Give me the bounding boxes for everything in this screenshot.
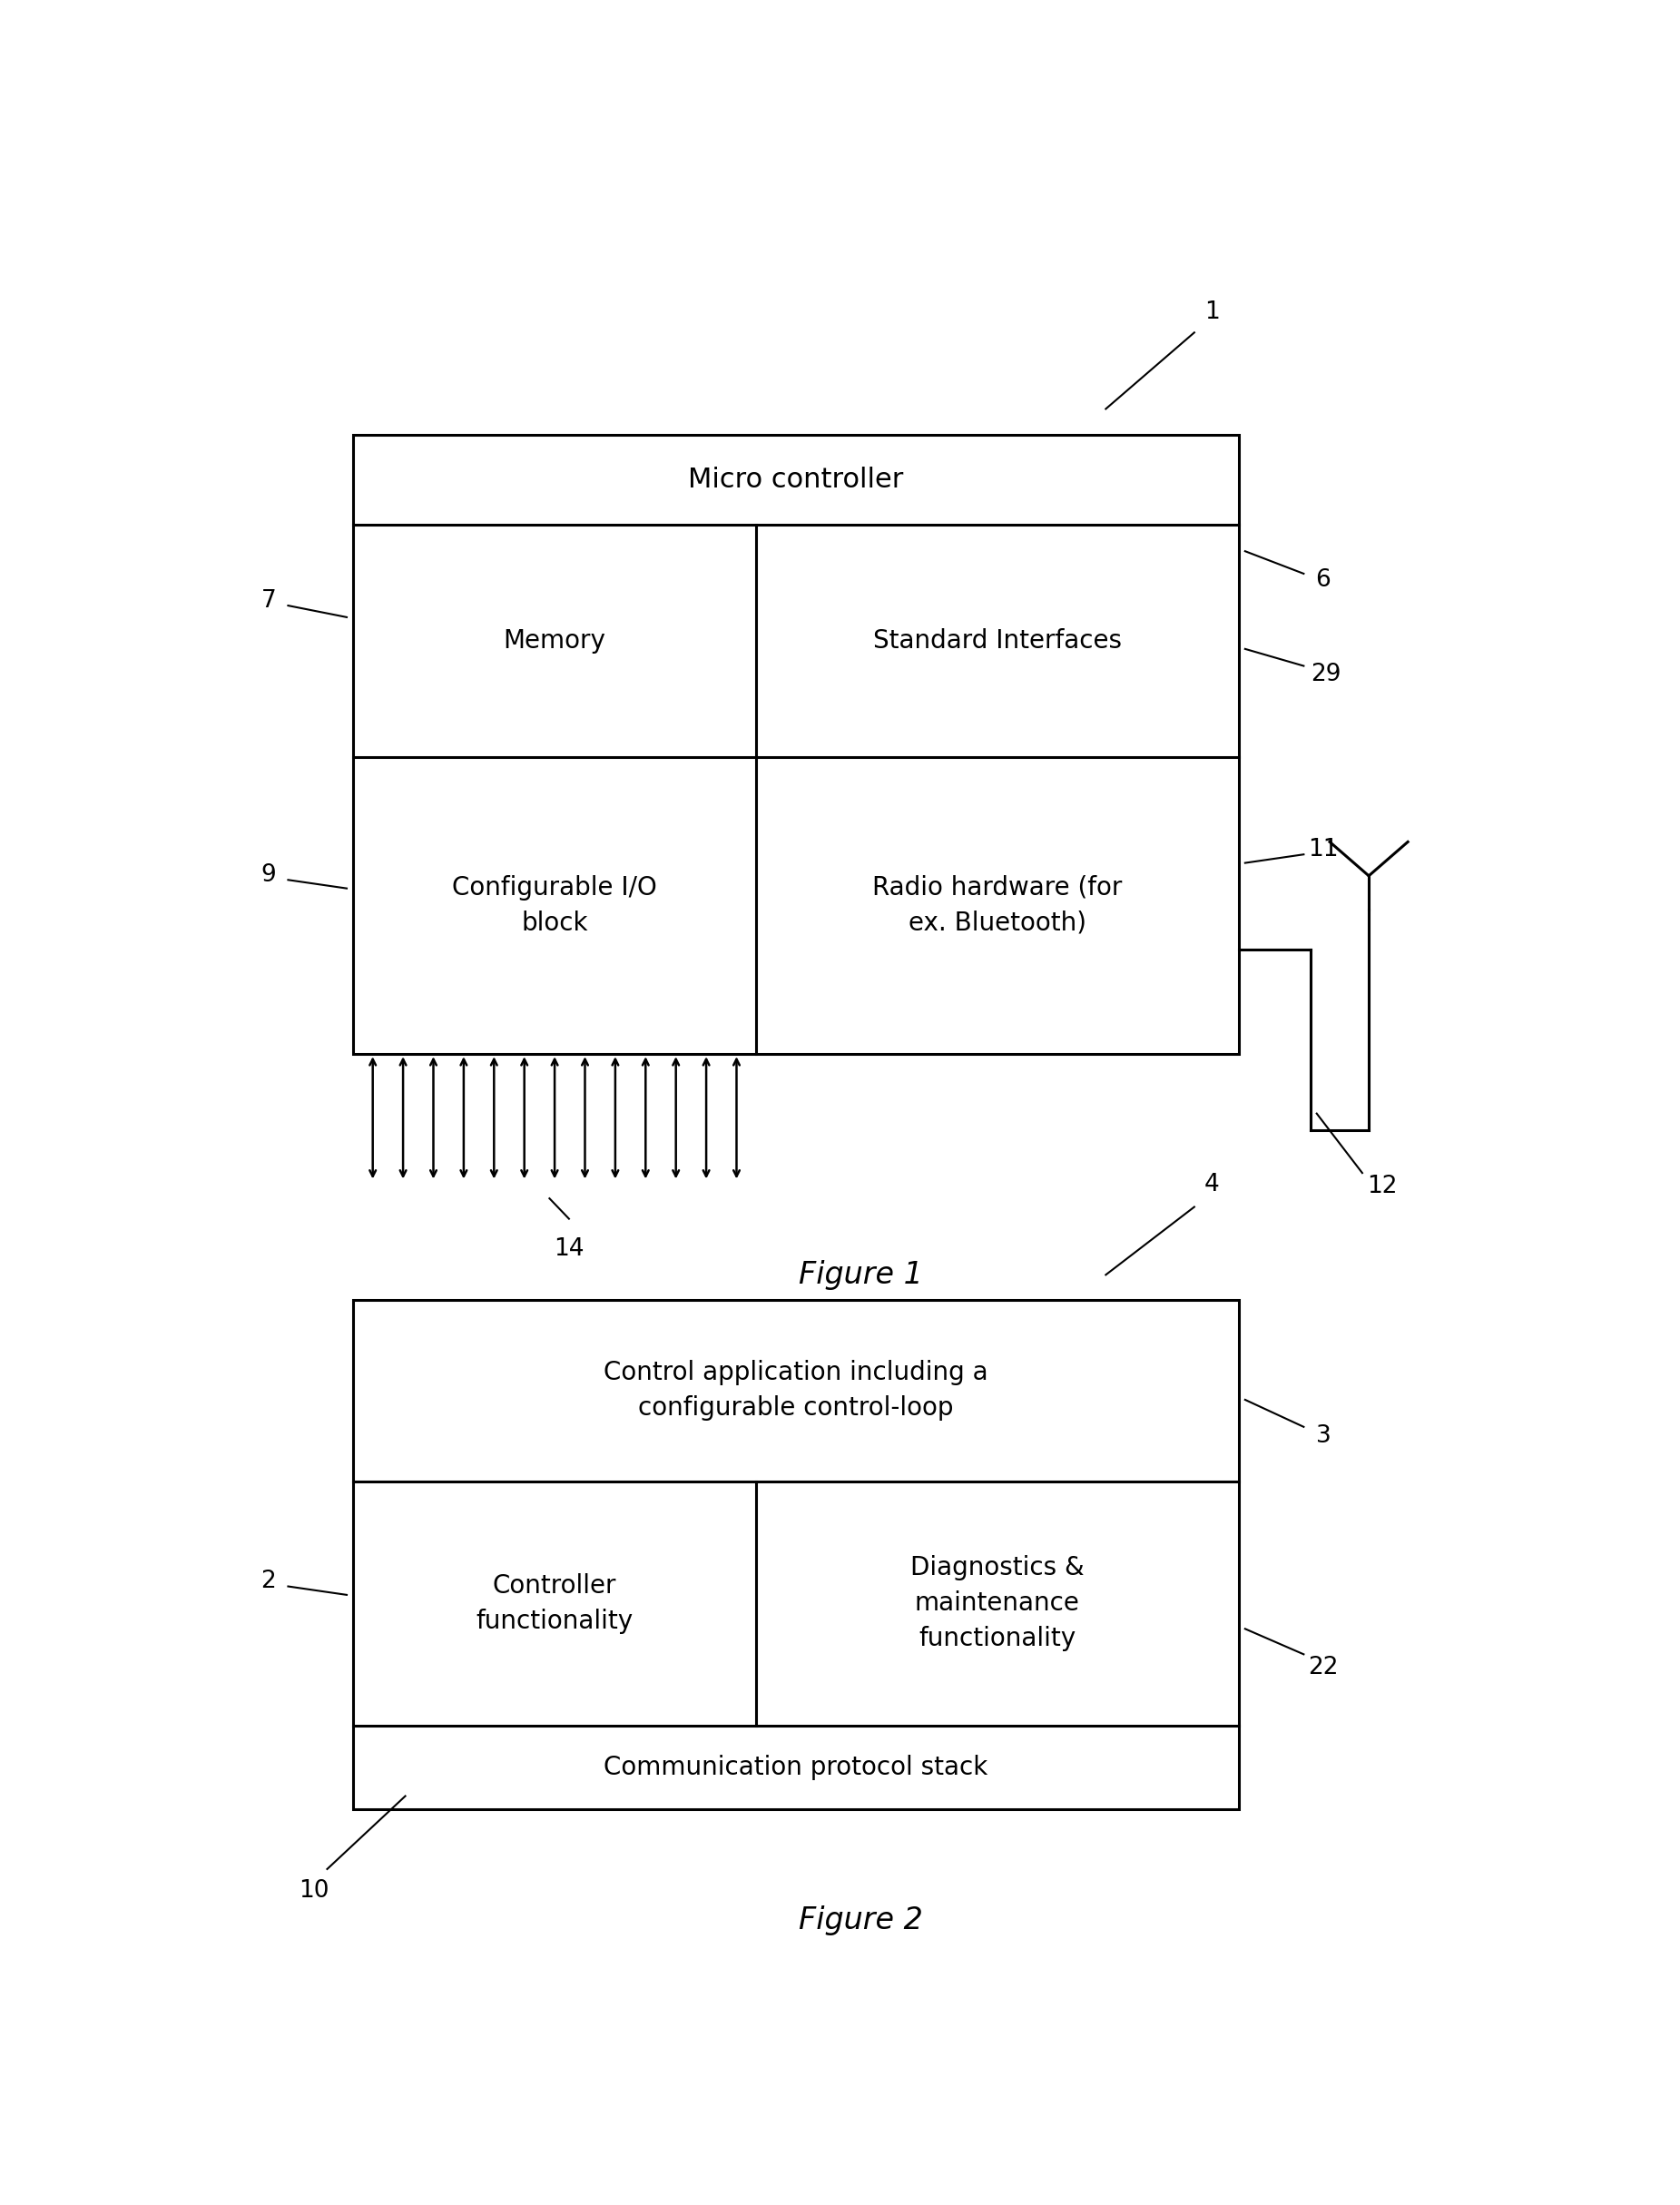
Bar xyxy=(353,434,1238,1054)
Text: Radio hardware (for
ex. Bluetooth): Radio hardware (for ex. Bluetooth) xyxy=(872,875,1122,935)
Text: Diagnostics &
maintenance
functionality: Diagnostics & maintenance functionality xyxy=(911,1555,1084,1652)
Text: Memory: Memory xyxy=(504,628,606,653)
Text: 7: 7 xyxy=(260,589,276,613)
Text: 11: 11 xyxy=(1309,838,1339,862)
Text: 10: 10 xyxy=(299,1879,329,1903)
Text: Configurable I/O
block: Configurable I/O block xyxy=(452,875,657,935)
Text: 22: 22 xyxy=(1309,1656,1339,1680)
Bar xyxy=(353,1301,1238,1810)
Text: 14: 14 xyxy=(554,1237,585,1261)
Text: Figure 2: Figure 2 xyxy=(800,1905,922,1936)
Text: Control application including a
configurable control-loop: Control application including a configur… xyxy=(603,1360,988,1420)
Text: 6: 6 xyxy=(1315,569,1331,591)
Text: Figure 1: Figure 1 xyxy=(800,1259,922,1290)
Text: 4: 4 xyxy=(1205,1173,1220,1197)
Text: 3: 3 xyxy=(1315,1424,1331,1449)
Text: 9: 9 xyxy=(260,862,276,886)
Text: 2: 2 xyxy=(260,1570,276,1592)
Text: 1: 1 xyxy=(1205,300,1220,324)
Text: Standard Interfaces: Standard Interfaces xyxy=(874,628,1122,653)
Text: 29: 29 xyxy=(1310,662,1341,686)
Text: Controller
functionality: Controller functionality xyxy=(475,1572,633,1634)
Text: 12: 12 xyxy=(1366,1175,1398,1197)
Text: Micro controller: Micro controller xyxy=(689,465,904,492)
Text: Communication protocol stack: Communication protocol stack xyxy=(603,1755,988,1779)
